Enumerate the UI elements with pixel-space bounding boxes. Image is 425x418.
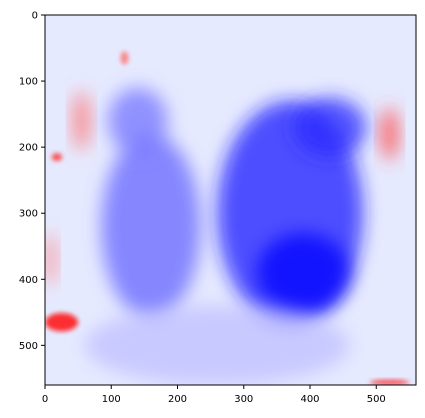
x-tick-label: 200 bbox=[168, 394, 187, 405]
x-tick-label: 300 bbox=[234, 394, 253, 405]
heatmap-region bbox=[101, 133, 201, 319]
x-tick-label: 400 bbox=[300, 394, 319, 405]
y-tick-label: 100 bbox=[19, 77, 38, 88]
x-axis-ticks: 0 100 200 300 400 500 bbox=[42, 385, 386, 405]
x-tick-label: 100 bbox=[102, 394, 121, 405]
heatmap-region bbox=[84, 305, 350, 385]
heatmap-region bbox=[45, 312, 79, 332]
heatmap-region bbox=[73, 90, 90, 151]
heatmap-region bbox=[257, 233, 350, 313]
heatmap-region bbox=[369, 379, 410, 385]
heatmap-region bbox=[120, 51, 129, 65]
plot-frame bbox=[44, 14, 417, 386]
y-tick-label: 200 bbox=[19, 143, 38, 154]
heatmap-region bbox=[51, 153, 63, 162]
y-tick-label: 400 bbox=[19, 275, 38, 286]
heatmap-region bbox=[45, 233, 56, 286]
x-tick-label: 500 bbox=[367, 394, 386, 405]
y-tick-label: 500 bbox=[19, 341, 38, 352]
y-tick-label: 300 bbox=[19, 209, 38, 220]
heatmap-regions bbox=[45, 51, 410, 385]
heatmap-region bbox=[293, 97, 367, 158]
y-tick-label: 0 bbox=[32, 11, 38, 22]
x-tick-label: 0 bbox=[42, 394, 48, 405]
heatmap-region bbox=[381, 107, 398, 161]
heatmap-region bbox=[107, 87, 168, 154]
y-axis-ticks: 0 100 200 300 400 500 bbox=[19, 11, 45, 352]
plot-area bbox=[45, 15, 416, 385]
